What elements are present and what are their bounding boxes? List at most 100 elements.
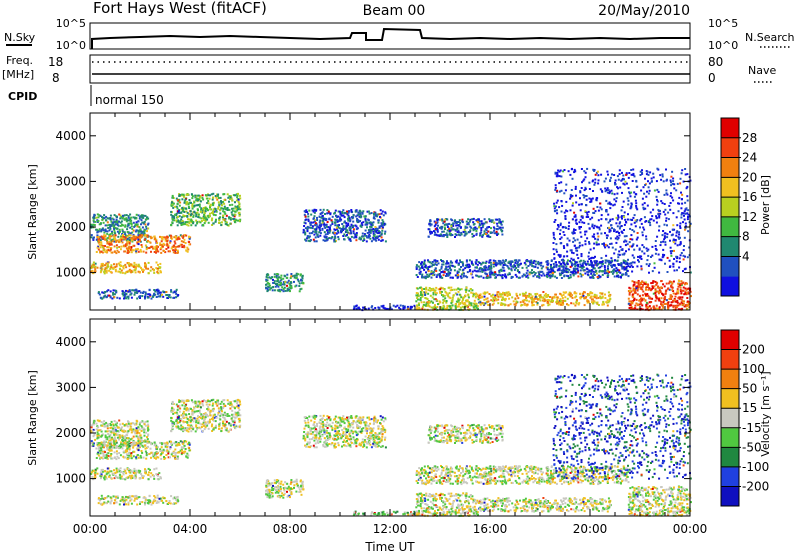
echo-cell (514, 297, 517, 300)
echo-cell (96, 219, 99, 222)
echo-cell (539, 270, 542, 273)
echo-cell (492, 265, 495, 268)
echo-cell (315, 232, 318, 235)
echo-cell (477, 307, 479, 310)
echo-cell (451, 234, 454, 236)
echo-cell (584, 171, 587, 174)
echo-cell (613, 268, 616, 271)
echo-cell (344, 234, 347, 237)
echo-cell (366, 232, 369, 234)
echo-cell (123, 235, 125, 238)
echo-cell (618, 250, 621, 253)
echo-cell (96, 246, 99, 249)
echo-cell (470, 291, 473, 294)
echo-cell (502, 291, 504, 294)
echo-cell (573, 270, 576, 273)
echo-cell (550, 299, 553, 302)
echo-cell (482, 303, 485, 305)
echo-cell (585, 296, 588, 298)
echo-cell (638, 260, 640, 263)
echo-cell (669, 202, 672, 204)
echo-cell (268, 276, 271, 279)
echo-cell (310, 232, 313, 235)
echo-cell (171, 221, 174, 224)
echo-cell (674, 295, 677, 298)
echo-cell (442, 274, 445, 277)
echo-cell (319, 229, 322, 232)
echo-cell (625, 250, 627, 253)
echo-cell (111, 240, 114, 243)
echo-cell (466, 271, 469, 274)
echo-cell (647, 254, 650, 257)
echo-cell (563, 274, 566, 277)
echo-cell (374, 237, 377, 240)
echo-cell (464, 225, 467, 228)
echo-cell (235, 199, 238, 202)
echo-cell (686, 308, 689, 311)
echo-cell (617, 263, 620, 266)
echo-cell (451, 264, 454, 267)
echo-cell (155, 296, 158, 298)
echo-cell (114, 234, 117, 237)
echo-cell (311, 209, 314, 212)
echo-cell (559, 298, 562, 301)
echo-cell (662, 306, 665, 309)
echo-cell (502, 269, 505, 272)
echo-cell (441, 263, 444, 266)
echo-cell (459, 261, 462, 263)
echo-cell (491, 299, 494, 302)
echo-cell (425, 287, 428, 290)
echo-cell (663, 203, 666, 205)
echo-cell (636, 219, 639, 221)
echo-cell (639, 174, 642, 176)
echo-cell (382, 220, 385, 223)
echo-cell (345, 229, 348, 232)
echo-cell (421, 305, 424, 308)
echo-cell (549, 276, 552, 279)
echo-cell (580, 215, 583, 218)
echo-cell (134, 248, 137, 251)
echo-cell (372, 230, 375, 233)
echo-cell (466, 300, 469, 303)
echo-cell (629, 238, 632, 241)
echo-cell (101, 267, 104, 270)
echo-cell (118, 246, 121, 248)
echo-cell (575, 249, 578, 252)
echo-cell (516, 270, 519, 273)
echo-cell (458, 268, 461, 271)
echo-cell (303, 213, 306, 216)
echo-cell (188, 237, 191, 240)
echo-cell (595, 197, 598, 200)
echo-cell (597, 209, 600, 212)
echo-cell (239, 208, 242, 211)
echo-cell (499, 274, 502, 277)
echo-cell (144, 214, 147, 217)
echo-cell (367, 210, 370, 213)
echo-cell (324, 239, 326, 242)
echo-cell (458, 219, 461, 222)
echo-cell (218, 203, 221, 206)
echo-cell (499, 260, 502, 263)
echo-cell (212, 196, 215, 199)
echo-cell (103, 270, 106, 273)
echo-cell (118, 213, 121, 216)
echo-cell (681, 212, 684, 215)
echo-cell (349, 232, 352, 235)
echo-cell (601, 190, 604, 193)
echo-cell (126, 219, 129, 222)
echo-cell (193, 204, 196, 207)
echo-cell (484, 269, 487, 272)
echo-cell (178, 237, 181, 240)
echo-cell (629, 218, 632, 221)
echo-cell (513, 303, 516, 306)
echo-cell (430, 272, 433, 275)
echo-cell (556, 298, 559, 301)
echo-cell (159, 244, 162, 247)
echo-cell (436, 230, 439, 233)
echo-cell (504, 297, 507, 300)
echo-cell (483, 298, 486, 301)
echo-cell (576, 222, 578, 225)
echo-cell (568, 291, 571, 294)
echo-cell (109, 214, 112, 217)
echo-cell (365, 308, 368, 311)
